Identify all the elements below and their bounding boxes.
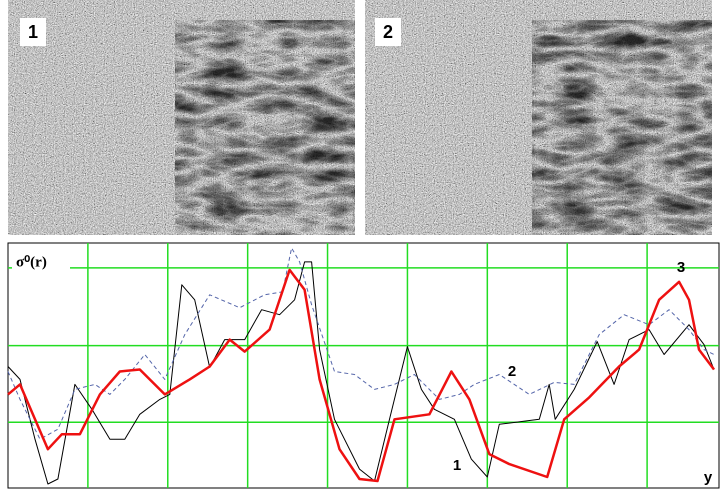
y-label-bg [12,252,70,272]
sar-image: 2 [365,0,712,235]
series-line [7,268,715,483]
y-axis-label: σ⁰(r) [16,254,47,270]
series-line [7,247,715,440]
image-label: 2 [383,22,393,42]
sar-image: 1 [8,0,355,235]
series-line [7,261,715,485]
series-label: 2 [508,363,516,380]
series-label: 3 [677,259,685,276]
x-axis-label: y [704,469,713,486]
image-label: 1 [28,22,38,42]
plot-frame [7,242,720,489]
series-label: 1 [453,457,461,474]
chart: 1 2 3 σ⁰(r) y [7,242,720,489]
